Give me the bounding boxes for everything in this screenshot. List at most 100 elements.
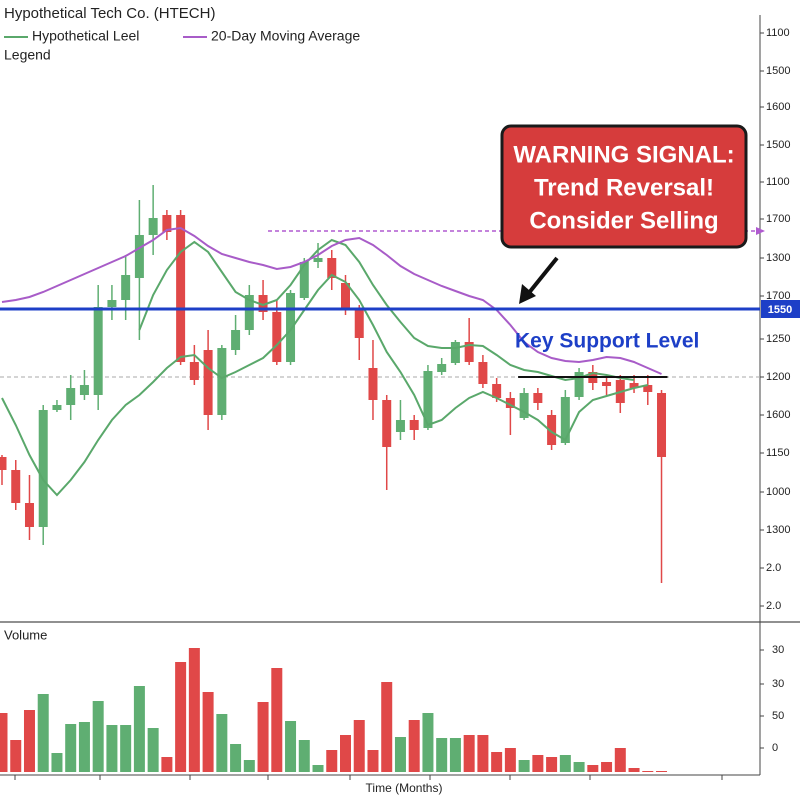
y-tick-label: 30 <box>772 644 784 656</box>
volume-bar <box>381 682 393 772</box>
volume-bar <box>0 713 8 772</box>
volume-bar <box>120 725 132 772</box>
candle-body <box>79 385 89 395</box>
volume-bar <box>78 722 90 772</box>
ma-line <box>1 226 662 375</box>
volume-bar <box>298 740 310 772</box>
volume-bar <box>573 762 585 772</box>
x-axis-label: Time (Months) <box>366 781 443 795</box>
candle-body <box>423 371 433 428</box>
volume-bar <box>353 720 365 772</box>
volume-bar <box>23 710 35 772</box>
candle-body <box>93 307 103 395</box>
volume-bar <box>601 762 613 772</box>
candle-body <box>38 410 48 527</box>
y-tick-label: 0 <box>772 742 778 754</box>
candle-body <box>272 312 282 362</box>
volume-bar <box>504 748 516 772</box>
y-tick-label: 1500 <box>766 65 790 77</box>
volume-bar <box>408 720 420 772</box>
candle-body <box>657 393 667 457</box>
volume-bar <box>449 738 461 772</box>
volume-bar <box>518 760 530 772</box>
y-tick-label: 1500 <box>766 139 790 151</box>
target-arrowhead <box>756 227 765 235</box>
candle-body <box>643 385 653 392</box>
candle-body <box>560 397 570 443</box>
volume-bar <box>285 721 297 772</box>
volume-bar <box>312 765 324 772</box>
volume-bar <box>491 752 503 772</box>
volume-bar <box>436 738 448 772</box>
volume-bar <box>10 740 22 772</box>
warning-text: Trend Reversal! <box>534 174 714 201</box>
candle-body <box>66 388 76 405</box>
candle-body <box>629 383 639 388</box>
key-level-tag <box>761 300 800 318</box>
candle-body <box>313 258 323 262</box>
volume-bar <box>271 668 283 772</box>
candle-body <box>437 364 447 372</box>
volume-bar <box>243 760 255 772</box>
volume-bar <box>106 725 118 772</box>
warning-box <box>500 124 748 249</box>
volume-bar <box>394 737 406 772</box>
volume-bar <box>367 750 379 772</box>
candle-body <box>602 382 612 386</box>
legend-title: Legend <box>4 47 51 63</box>
volume-bar <box>188 648 200 772</box>
volume-bar <box>65 724 77 772</box>
volume-bar <box>532 755 544 772</box>
candle-body <box>286 293 296 362</box>
candle-body <box>52 405 62 410</box>
candle-body <box>409 420 419 430</box>
volume-bar <box>202 692 214 772</box>
key-level-label: 1550 <box>768 304 792 316</box>
volume-bar <box>92 701 104 772</box>
warning-text: WARNING SIGNAL: <box>513 141 734 168</box>
candle-body <box>0 457 7 470</box>
candle-body <box>450 342 460 363</box>
ma-line <box>1 273 648 497</box>
y-tick-label: 1300 <box>766 252 790 264</box>
candle-body <box>574 372 584 397</box>
y-tick-label: 1700 <box>766 213 790 225</box>
candle-body <box>148 218 158 235</box>
volume-bar <box>559 755 571 772</box>
candle-body <box>244 295 254 330</box>
warning-arrowhead <box>519 284 536 304</box>
y-tick-label: 1700 <box>766 290 790 302</box>
volume-bar <box>656 771 668 772</box>
candle-body <box>382 400 392 447</box>
volume-bar <box>51 753 63 772</box>
y-tick-label: 50 <box>772 710 784 722</box>
candle-body <box>395 420 405 432</box>
candle-body <box>231 330 241 350</box>
candle-body <box>327 258 337 278</box>
volume-bar <box>546 757 558 772</box>
candle-body <box>176 215 186 362</box>
candle-body <box>299 262 309 298</box>
volume-bar <box>230 744 242 772</box>
candle-body <box>341 283 350 308</box>
candle-body <box>478 362 488 384</box>
volume-bar <box>326 750 338 772</box>
y-tick-label: 1000 <box>766 486 790 498</box>
volume-bar <box>614 748 626 772</box>
candle-body <box>203 350 213 415</box>
y-tick-label: 1600 <box>766 409 790 421</box>
volume-bar <box>37 694 49 772</box>
candle-body <box>217 348 227 415</box>
warning-arrow <box>526 256 559 296</box>
volume-bar <box>257 702 269 772</box>
y-tick-label: 1600 <box>766 101 790 113</box>
candle-body <box>519 393 529 418</box>
volume-bar <box>340 735 351 772</box>
legend-label: Hypothetical Leel <box>32 28 139 44</box>
volume-bar <box>147 728 159 772</box>
candle-body <box>134 235 144 278</box>
warning-text: Consider Selling <box>529 207 718 234</box>
volume-title: Volume <box>4 627 47 642</box>
volume-bar <box>133 686 145 772</box>
